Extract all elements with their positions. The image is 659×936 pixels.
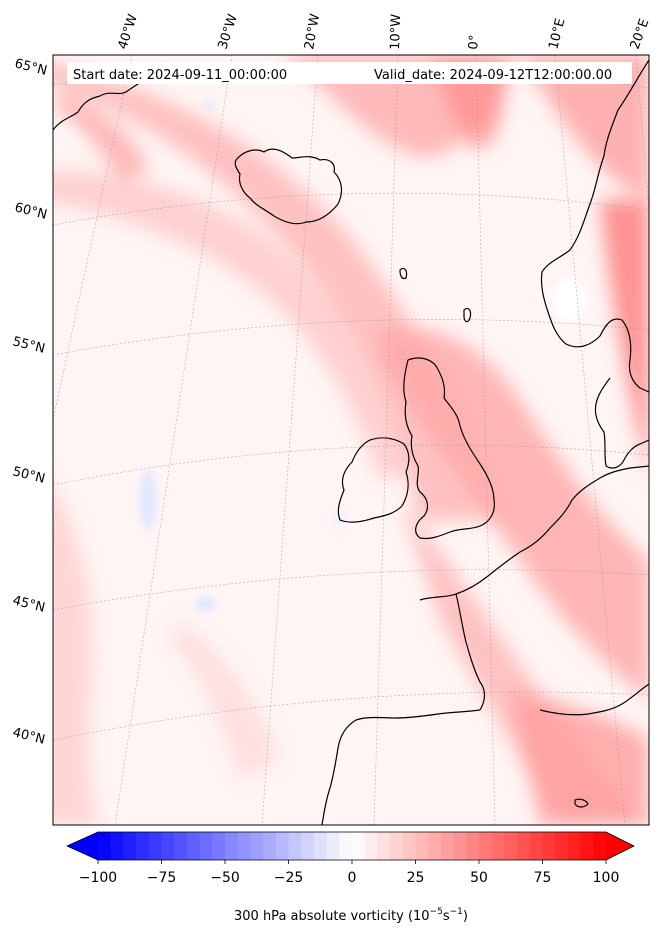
- date-info-background: [67, 62, 632, 84]
- lon-label-10e: 10°E: [546, 17, 568, 51]
- lon-label-30w: 30°W: [216, 12, 241, 51]
- lat-label-55n: 55°N: [11, 334, 46, 356]
- colorbar-segment-4: [148, 832, 162, 860]
- faroe-coast: [399, 267, 408, 280]
- colorbar-segment-18: [326, 832, 340, 860]
- lon-label-20w: 20°W: [302, 13, 323, 51]
- longitude-labels: 40°W 30°W 20°W 10°W 0° 10°E 20°E: [116, 12, 653, 51]
- lat-label-50n: 50°N: [11, 464, 46, 486]
- colorbar-segment-0: [98, 832, 112, 860]
- colorbar-tick-label-7: 75: [534, 870, 552, 886]
- colorbar-segment-7: [186, 832, 201, 860]
- colorbar-segment-8: [199, 832, 213, 860]
- colorbar-segment-14: [275, 832, 289, 860]
- colorbar-segment-3: [136, 832, 150, 860]
- colorbar-segment-36: [555, 832, 569, 860]
- colorbar-max-extend: [606, 832, 634, 860]
- colorbar-min-extend: [67, 832, 98, 860]
- colorbar-ticks: −100 −75 −50 −25 0 25 50 75 100: [79, 860, 620, 886]
- colorbar-segment-5: [161, 832, 175, 860]
- lon-label-40w: 40°W: [116, 12, 141, 51]
- colorbar-segment-25: [415, 832, 429, 860]
- colorbar-segment-6: [174, 832, 188, 860]
- colorbar-segment-34: [529, 832, 543, 860]
- scandinavia-coast: [540, 59, 649, 393]
- shetland-coast: [463, 307, 472, 323]
- colorbar-segment-19: [339, 832, 353, 860]
- colorbar-segment-26: [428, 832, 442, 860]
- colorbar-tick-label-6: 50: [470, 870, 488, 886]
- colorbar-segment-38: [580, 832, 594, 860]
- map-frame: [52, 54, 650, 826]
- colorbar-segment-27: [440, 832, 455, 860]
- denmark-coast: [594, 377, 649, 469]
- colorbar-label: 300 hPa absolute vorticity (10−5s−1): [234, 907, 468, 924]
- colorbar-segment-20: [352, 832, 366, 860]
- date-info-box: Start date: 2024-09-11_00:00:00 Valid_da…: [67, 62, 632, 84]
- colorbar-segment-10: [225, 832, 239, 860]
- iberia-coast: [321, 709, 481, 825]
- colorbar-segment-33: [517, 832, 531, 860]
- colorbar-tick-label-1: −75: [147, 870, 177, 886]
- colorbar-segment-12: [250, 832, 264, 860]
- mediterranean-coast: [539, 683, 649, 716]
- start-date-label: Start date: 2024-09-11_00:00:00: [73, 68, 287, 83]
- colorbar: −100 −75 −50 −25 0 25 50 75 100 300 hPa absolute…: [66, 831, 635, 924]
- colorbar-segment-24: [402, 832, 416, 860]
- map-background: [53, 55, 649, 825]
- colorbar-segment-23: [390, 832, 404, 860]
- vorticity-negative-patches: [140, 100, 588, 612]
- bay-of-biscay-coast: [455, 593, 486, 711]
- colorbar-segment-2: [123, 832, 137, 860]
- colorbar-segment-30: [479, 832, 493, 860]
- colorbar-segment-32: [504, 832, 518, 860]
- colorbar-segment-21: [364, 832, 378, 860]
- latitude-labels: 65°N 60°N 55°N 50°N 45°N 40°N: [11, 56, 48, 747]
- colorbar-segment-22: [377, 832, 391, 860]
- great-britain-coast: [403, 357, 495, 540]
- lat-label-45n: 45°N: [11, 593, 46, 615]
- colorbar-tick-label-3: −25: [274, 870, 304, 886]
- map-panel: [53, 55, 649, 825]
- lon-label-20e: 20°E: [628, 17, 653, 52]
- lat-label-40n: 40°N: [11, 725, 46, 747]
- colorbar-segment-11: [237, 832, 251, 860]
- colorbar-segment-16: [301, 832, 315, 860]
- colorbar-segment-15: [288, 832, 302, 860]
- balearic-coast: [574, 798, 589, 808]
- colorbar-segment-9: [212, 832, 226, 860]
- colorbar-segment-35: [542, 832, 556, 860]
- lat-label-60n: 60°N: [13, 200, 48, 222]
- colorbar-segments: [98, 832, 607, 860]
- lon-label-0: 0°: [466, 34, 482, 50]
- colorbar-tick-label-5: 25: [407, 870, 425, 886]
- colorbar-tick-label-8: 100: [593, 870, 620, 886]
- colorbar-segment-17: [313, 832, 328, 860]
- colorbar-segment-31: [491, 832, 505, 860]
- colorbar-tick-label-4: 0: [348, 870, 357, 886]
- france-coast: [419, 465, 649, 601]
- colorbar-segment-28: [453, 832, 467, 860]
- lon-label-10w: 10°W: [388, 14, 404, 51]
- colorbar-segment-13: [263, 832, 277, 860]
- colorbar-tick-label-2: −50: [210, 870, 240, 886]
- colorbar-segment-1: [110, 832, 124, 860]
- colorbar-segment-29: [466, 832, 480, 860]
- iceland-coast: [234, 148, 343, 225]
- colorbar-tick-label-0: −100: [79, 870, 117, 886]
- colorbar-segment-37: [567, 832, 582, 860]
- colorbar-segment-39: [593, 832, 607, 860]
- ireland-coast: [337, 437, 410, 523]
- valid-date-label: Valid_date: 2024-09-12T12:00:00.00: [374, 68, 612, 83]
- lat-label-65n: 65°N: [13, 56, 48, 78]
